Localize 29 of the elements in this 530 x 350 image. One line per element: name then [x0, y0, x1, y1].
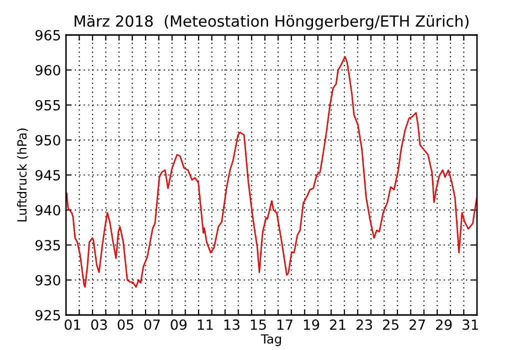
x-tick-label: 25 [383, 319, 398, 330]
x-tick-label: 15 [250, 320, 266, 330]
x-tick-label: 09 [170, 319, 187, 330]
line-series [66, 56, 477, 288]
y-tick-label: 960 [36, 64, 60, 76]
x-tick-label: 21 [330, 319, 346, 330]
x-tick-label: 07 [144, 319, 160, 330]
chart-title: März 2018 (Meteostation Hönggerberg/ETH Zürich) [74, 15, 468, 30]
x-tick-label: 23 [356, 319, 372, 330]
x-tick-label: 17 [277, 320, 292, 330]
y-tick-label: 955 [36, 100, 60, 110]
x-tick-label: 31 [462, 319, 478, 330]
y-tick-label: 945 [36, 170, 60, 180]
x-tick-label: 27 [410, 319, 425, 330]
y-tick-label: 930 [36, 274, 60, 286]
x-tick-label: 11 [198, 320, 213, 330]
y-tick-label: 925 [36, 310, 60, 320]
x-tick-label: 13 [224, 319, 240, 330]
x-tick-label: 05 [118, 319, 134, 330]
y-tick-label: 940 [36, 204, 60, 216]
x-tick-label: 19 [304, 319, 320, 330]
y-axis-title: Luftdruck (hPa) [16, 128, 28, 222]
y-tick-label: 965 [36, 30, 60, 40]
x-tick-label: 29 [436, 319, 452, 330]
x-tick-label: 01 [64, 319, 80, 330]
x-tick-label: 03 [91, 319, 107, 330]
y-tick-label: 935 [36, 240, 60, 250]
y-tick-label: 950 [36, 134, 60, 146]
x-axis-title: Tag [260, 334, 281, 346]
